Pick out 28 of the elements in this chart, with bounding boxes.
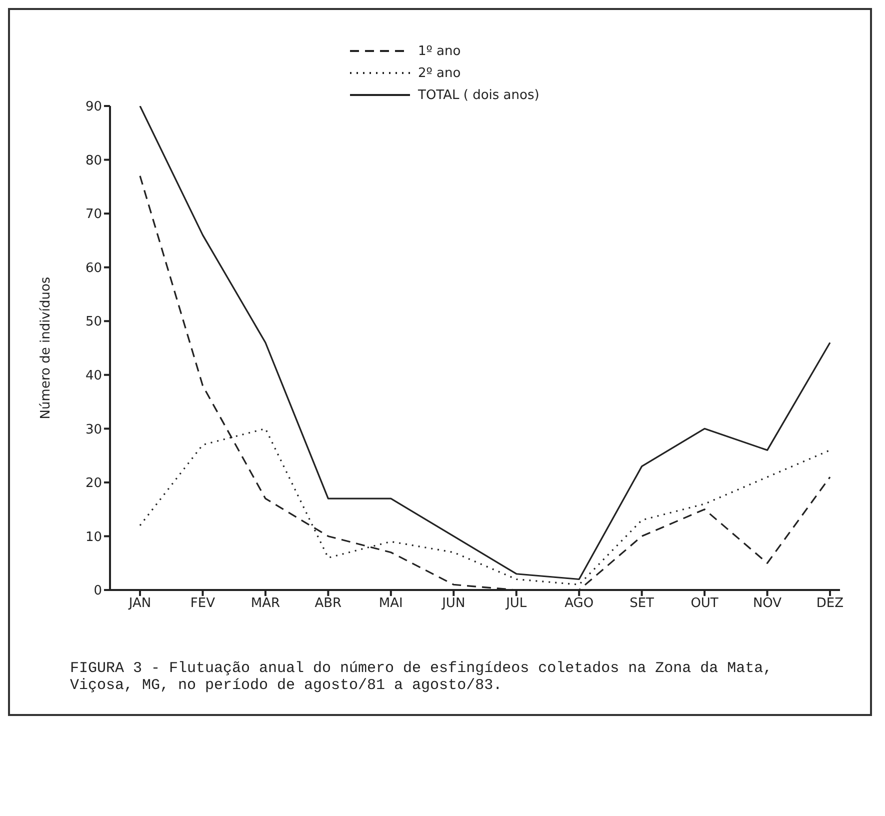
y-tick-label: 30	[85, 422, 102, 438]
y-tick-label: 60	[85, 260, 102, 276]
x-tick-label: SET	[630, 596, 654, 612]
x-tick-label: JUN	[441, 596, 466, 612]
x-tick-label: NOV	[752, 596, 782, 612]
y-tick-label: 10	[85, 530, 102, 545]
legend-label: 1º ano	[418, 44, 461, 58]
y-tick-label: 20	[85, 476, 102, 492]
x-tick-label: DEZ	[816, 596, 844, 612]
y-tick-label: 70	[85, 207, 102, 222]
y-tick-label: 90	[85, 100, 102, 115]
y-tick-label: 80	[85, 153, 102, 168]
text: FIGURA 3 - Flutuação anual do número de esfingídeos coletados na Zona da Mata, Viçosa, MG, no período de agosto/81 a agosto/83.	[70, 660, 774, 694]
y-tick-label: 0	[94, 584, 102, 599]
x-tick-label: MAI	[378, 596, 403, 612]
x-tick-label: JUL	[505, 596, 528, 612]
y-axis-title: Número de indivíduos	[38, 276, 54, 420]
x-tick-label: OUT	[690, 596, 718, 612]
x-tick-label: JAN	[128, 596, 152, 612]
legend-label: TOTAL ( dois anos)	[418, 88, 540, 102]
x-tick-label: AGO	[564, 596, 594, 612]
x-tick-label: FEV	[190, 596, 216, 612]
x-tick-label: MAR	[250, 596, 280, 612]
y-tick-label: 40	[85, 368, 102, 384]
legend-label: 2º ano	[418, 66, 461, 80]
x-tick-label: ABR	[314, 596, 342, 612]
line-series	[139, 106, 831, 580]
y-tick-label: 50	[85, 314, 102, 330]
